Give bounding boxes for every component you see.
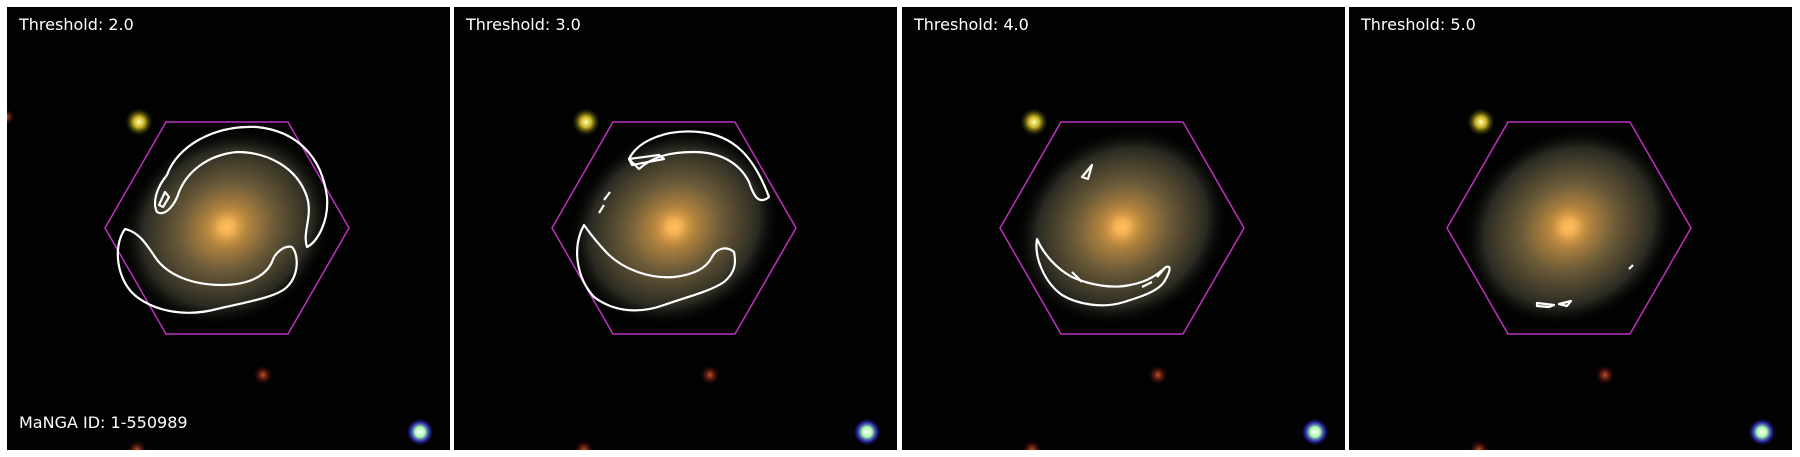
ifu-hexagon	[999, 121, 1245, 335]
galaxy-image	[454, 7, 897, 450]
star-white	[406, 418, 434, 446]
galaxy-image	[902, 7, 1345, 450]
contours	[116, 125, 329, 314]
star-yellow	[1467, 108, 1495, 136]
star-red-bottom	[1022, 440, 1042, 450]
star-red	[253, 365, 273, 385]
panel-threshold-5: Threshold: 5.0	[1349, 7, 1792, 450]
threshold-label: Threshold: 4.0	[914, 15, 1029, 34]
threshold-label: Threshold: 3.0	[466, 15, 581, 34]
star-red	[700, 365, 720, 385]
contours	[1035, 163, 1171, 307]
galaxy-core	[664, 217, 684, 237]
star-white	[1301, 418, 1329, 446]
star-red-edge	[7, 109, 15, 125]
ifu-hexagon	[1446, 121, 1692, 335]
star-red	[1595, 365, 1615, 385]
ifu-hexagon	[104, 121, 350, 335]
panel-threshold-2: Threshold: 2.0 MaNGA ID: 1-550989	[7, 7, 450, 450]
star-red-bottom	[127, 440, 147, 450]
manga-id-label: MaNGA ID: 1-550989	[19, 413, 188, 432]
panel-threshold-3: Threshold: 3.0	[454, 7, 897, 450]
star-yellow	[1020, 108, 1048, 136]
threshold-label: Threshold: 2.0	[19, 15, 134, 34]
star-red-bottom	[574, 440, 594, 450]
contours	[576, 130, 771, 312]
threshold-label: Threshold: 5.0	[1361, 15, 1476, 34]
star-red-bottom	[1469, 440, 1489, 450]
galaxy-image	[1349, 7, 1792, 450]
star-white	[853, 418, 881, 446]
galaxy-image	[7, 7, 450, 450]
contours	[1535, 264, 1634, 309]
star-white	[1748, 418, 1776, 446]
galaxy-core	[217, 217, 237, 237]
ifu-hexagon	[551, 121, 797, 335]
star-yellow	[572, 108, 600, 136]
star-yellow	[125, 108, 153, 136]
star-red	[1148, 365, 1168, 385]
galaxy-core	[1559, 217, 1579, 237]
panel-threshold-4: Threshold: 4.0	[902, 7, 1345, 450]
galaxy-core	[1112, 217, 1132, 237]
